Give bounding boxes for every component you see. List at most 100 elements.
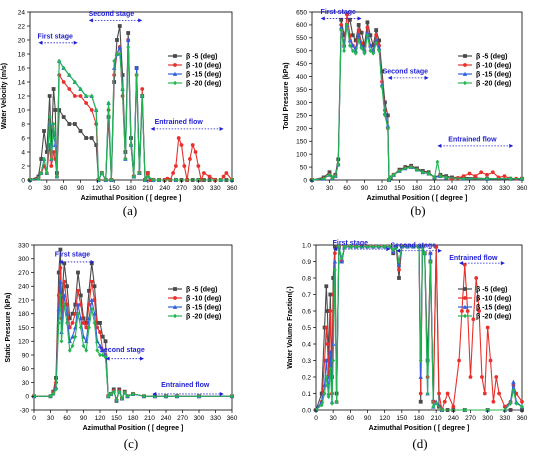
data-point bbox=[126, 31, 131, 35]
data-point bbox=[117, 51, 122, 57]
data-point bbox=[409, 164, 414, 170]
data-point bbox=[58, 266, 63, 270]
data-point bbox=[434, 401, 439, 406]
data-point bbox=[197, 393, 201, 399]
data-point bbox=[359, 45, 364, 51]
data-point bbox=[99, 170, 104, 176]
data-point bbox=[485, 172, 489, 177]
data-point bbox=[112, 58, 117, 64]
data-point bbox=[365, 32, 370, 38]
series-line-4 bbox=[311, 24, 522, 181]
x-tick-label: 90 bbox=[361, 185, 369, 192]
arrowhead-right bbox=[424, 75, 429, 80]
data-point bbox=[137, 170, 142, 176]
data-point bbox=[109, 391, 113, 397]
stage-annotation: Second stage bbox=[391, 242, 442, 253]
legend-label: β -20 (deg) bbox=[476, 81, 511, 88]
data-point bbox=[48, 393, 53, 399]
x-tick-label: 330 bbox=[499, 185, 510, 192]
y-tick-label: 450 bbox=[296, 61, 307, 68]
data-point bbox=[39, 157, 44, 161]
data-point bbox=[394, 244, 399, 249]
x-tick-label: 240 bbox=[448, 415, 459, 422]
y-tick-label: 270 bbox=[18, 270, 29, 277]
stage-annotation: First stage bbox=[38, 34, 78, 45]
legend-swatch-marker bbox=[173, 296, 177, 300]
data-point bbox=[87, 302, 91, 307]
x-tick-label: 0 bbox=[310, 185, 314, 192]
x-tick-label: 60 bbox=[343, 185, 351, 192]
data-point bbox=[465, 309, 470, 313]
legend-label: β -5 (deg) bbox=[186, 287, 218, 294]
data-point bbox=[72, 79, 77, 85]
data-point bbox=[336, 162, 341, 167]
data-point bbox=[350, 33, 355, 38]
y-tick-label: 350 bbox=[296, 87, 307, 94]
y-tick-label: 0 bbox=[21, 177, 25, 184]
data-point bbox=[342, 48, 346, 54]
data-point bbox=[62, 279, 67, 284]
data-point bbox=[84, 325, 89, 330]
data-point bbox=[120, 86, 125, 92]
data-point bbox=[334, 399, 339, 405]
data-point bbox=[471, 317, 476, 322]
data-point bbox=[359, 30, 364, 35]
legend-swatch-marker bbox=[463, 313, 467, 319]
legend-label: β -15 (deg) bbox=[186, 72, 221, 79]
data-point bbox=[327, 170, 332, 175]
legend-label: β -20 (deg) bbox=[186, 81, 221, 88]
data-point bbox=[442, 399, 447, 404]
data-point bbox=[67, 348, 72, 353]
data-point bbox=[120, 396, 124, 401]
data-point bbox=[362, 51, 367, 56]
x-tick-label: 360 bbox=[517, 415, 528, 422]
data-point bbox=[89, 279, 94, 284]
x-tick-label: 270 bbox=[176, 185, 187, 192]
y-tick-label: 30 bbox=[22, 380, 30, 387]
data-point bbox=[330, 401, 334, 406]
data-point bbox=[397, 259, 401, 264]
data-point bbox=[380, 69, 384, 74]
data-point bbox=[49, 156, 54, 162]
y-tick-label: 300 bbox=[296, 100, 307, 107]
x-axis-label: Azimuthal Position ( [ degree ] bbox=[83, 425, 184, 432]
data-point bbox=[388, 244, 393, 249]
legend-label: β -15 (deg) bbox=[186, 305, 221, 312]
x-tick-label: 180 bbox=[414, 415, 425, 422]
x-tick-label: 30 bbox=[330, 415, 338, 422]
legend-swatch-marker bbox=[462, 304, 468, 309]
y-tick-label: 500 bbox=[296, 48, 307, 55]
data-point bbox=[173, 164, 178, 168]
data-point bbox=[67, 122, 72, 126]
data-point bbox=[72, 122, 77, 126]
data-point bbox=[44, 170, 49, 176]
y-tick-label: 550 bbox=[296, 35, 307, 42]
x-tick-label: 360 bbox=[517, 185, 528, 192]
arrowhead-left bbox=[88, 18, 93, 23]
data-point bbox=[451, 404, 456, 409]
data-point bbox=[356, 28, 361, 32]
data-point bbox=[115, 51, 119, 57]
annotation-text: Second stage bbox=[383, 69, 429, 76]
data-point bbox=[502, 174, 507, 179]
data-point bbox=[70, 311, 75, 316]
data-point bbox=[76, 288, 80, 293]
data-point bbox=[175, 393, 179, 399]
data-point bbox=[134, 72, 139, 78]
data-point bbox=[98, 352, 102, 358]
legend-label: β -10 (deg) bbox=[186, 63, 221, 70]
data-point bbox=[62, 261, 67, 266]
data-point bbox=[383, 113, 387, 118]
y-tick-label: 0.8 bbox=[302, 275, 311, 282]
data-point bbox=[123, 156, 128, 162]
data-point bbox=[78, 293, 83, 298]
x-tick-label: 150 bbox=[109, 185, 120, 192]
arrowhead-right bbox=[140, 356, 144, 361]
annotation-text: Entrained flow bbox=[449, 255, 498, 262]
x-tick-label: 150 bbox=[111, 415, 122, 422]
data-point bbox=[70, 321, 75, 325]
data-point bbox=[324, 284, 329, 289]
arrowhead-left bbox=[150, 126, 155, 131]
data-point bbox=[56, 320, 61, 326]
y-tick-label: 1.0 bbox=[302, 242, 311, 249]
